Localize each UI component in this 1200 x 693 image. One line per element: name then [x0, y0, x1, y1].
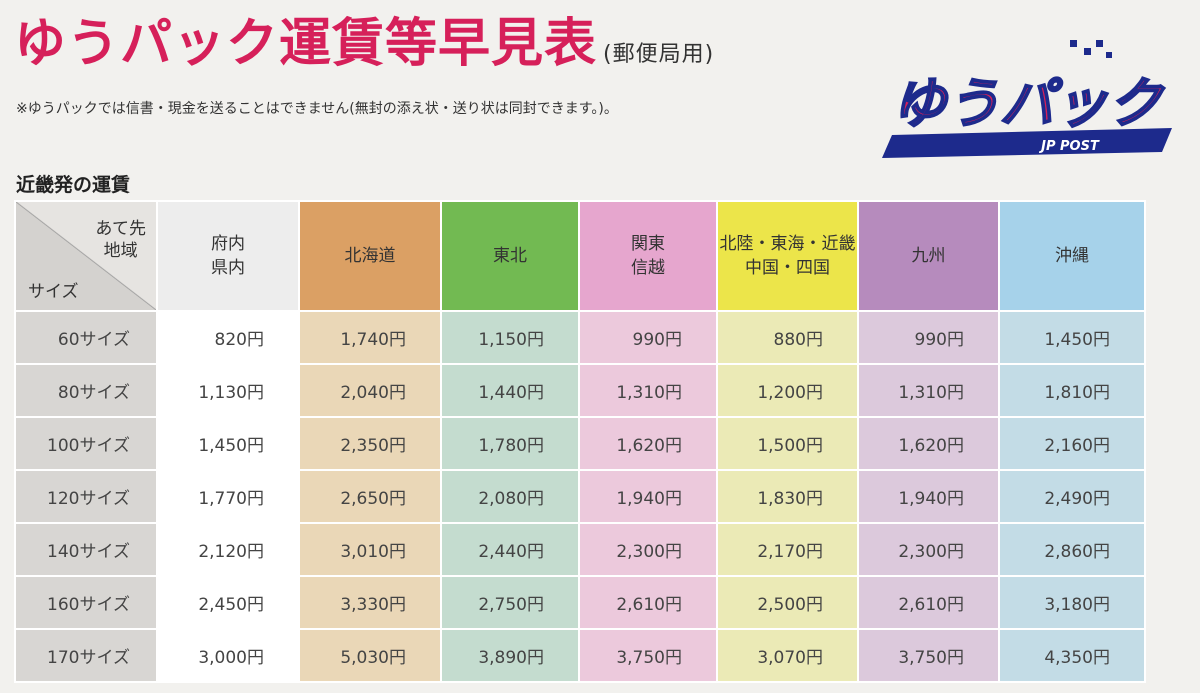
- price-cell: 2,610円: [857, 575, 1000, 630]
- price-cell: 2,080円: [440, 469, 580, 524]
- table-row: 80サイズ 1,130円 2,040円 1,440円 1,310円 1,200円 1,310…: [14, 363, 1146, 418]
- price-cell: 2,500円: [716, 575, 859, 630]
- region-name: 府内: [211, 234, 245, 254]
- corner-destination-line2: 地域: [103, 241, 138, 261]
- table-row: 170サイズ 3,000円 5,030円 3,890円 3,750円 3,070円 3,75…: [14, 628, 1146, 683]
- price-cell: 1,500円: [716, 416, 859, 471]
- price-cell: 3,750円: [578, 628, 718, 683]
- price-cell: 1,940円: [857, 469, 1000, 524]
- table-row: 100サイズ 1,450円 2,350円 1,780円 1,620円 1,500円 1,62…: [14, 416, 1146, 471]
- page-title: ゆうパック運賃等早見表 (郵便局用): [14, 14, 714, 85]
- price-cell: 2,450円: [156, 575, 300, 630]
- price-cell: 1,810円: [998, 363, 1146, 418]
- size-cell: 170サイズ: [14, 628, 158, 683]
- price-cell: 1,740円: [298, 310, 442, 365]
- corner-destination-line1: あて先: [95, 219, 146, 239]
- region-name: 北陸・東海・近畿: [719, 234, 856, 254]
- price-cell: 1,940円: [578, 469, 718, 524]
- price-cell: 1,150円: [440, 310, 580, 365]
- size-cell: 80サイズ: [14, 363, 158, 418]
- table-row: 120サイズ 1,770円 2,650円 2,080円 1,940円 1,830円 1,94…: [14, 469, 1146, 524]
- price-cell: 3,750円: [857, 628, 1000, 683]
- price-cell: 2,160円: [998, 416, 1146, 471]
- price-cell: 1,450円: [156, 416, 300, 471]
- price-cell: 1,770円: [156, 469, 300, 524]
- price-cell: 5,030円: [298, 628, 442, 683]
- price-cell: 2,490円: [998, 469, 1146, 524]
- region-header: 九州: [857, 200, 1000, 312]
- size-cell: 160サイズ: [14, 575, 158, 630]
- price-cell: 3,010円: [298, 522, 442, 577]
- region-name-line2: 信越: [631, 258, 665, 278]
- price-cell: 2,170円: [716, 522, 859, 577]
- price-cell: 1,450円: [998, 310, 1146, 365]
- price-cell: 3,070円: [716, 628, 859, 683]
- price-cell: 2,860円: [998, 522, 1146, 577]
- region-header: 北海道: [298, 200, 442, 312]
- price-cell: 1,310円: [857, 363, 1000, 418]
- price-cell: 2,300円: [578, 522, 718, 577]
- price-cell: 1,780円: [440, 416, 580, 471]
- notice-text: ※ゆうパックでは信書・現金を送ることはできません(無封の添え状・送り状は同封でき…: [16, 101, 618, 117]
- price-cell: 2,750円: [440, 575, 580, 630]
- table-row: 160サイズ 2,450円 3,330円 2,750円 2,610円 2,500円 2,61…: [14, 575, 1146, 630]
- price-cell: 1,310円: [578, 363, 718, 418]
- region-name-line2: 中国・四国: [745, 258, 830, 278]
- region-name: 沖縄: [1055, 246, 1089, 266]
- region-name-line2: 県内: [211, 258, 245, 278]
- price-cell: 1,620円: [857, 416, 1000, 471]
- price-cell: 2,610円: [578, 575, 718, 630]
- region-header: 北陸・東海・近畿 中国・四国: [716, 200, 859, 312]
- rate-table: あて先 地域 サイズ 府内 県内 北海道 東北 関東 信越 北陸・東海・近畿 中国・四国 九州沖…: [14, 200, 1146, 683]
- price-cell: 4,350円: [998, 628, 1146, 683]
- logo-swoosh: [882, 128, 1172, 158]
- price-cell: 1,440円: [440, 363, 580, 418]
- price-cell: 820円: [156, 310, 300, 365]
- price-cell: 1,620円: [578, 416, 718, 471]
- region-header: 東北: [440, 200, 580, 312]
- size-cell: 140サイズ: [14, 522, 158, 577]
- price-cell: 990円: [857, 310, 1000, 365]
- region-header: 沖縄: [998, 200, 1146, 312]
- price-cell: 990円: [578, 310, 718, 365]
- section-title: 近畿発の運賃: [16, 174, 131, 196]
- price-cell: 1,130円: [156, 363, 300, 418]
- price-cell: 2,040円: [298, 363, 442, 418]
- logo-text: ゆうパック: [892, 72, 1165, 135]
- header-row: あて先 地域 サイズ 府内 県内 北海道 東北 関東 信越 北陸・東海・近畿 中国・四国 九州沖…: [14, 200, 1146, 312]
- price-cell: 2,350円: [298, 416, 442, 471]
- region-name: 東北: [493, 246, 527, 266]
- price-cell: 3,180円: [998, 575, 1146, 630]
- price-cell: 2,120円: [156, 522, 300, 577]
- region-header: 府内 県内: [156, 200, 300, 312]
- price-cell: 3,000円: [156, 628, 300, 683]
- size-cell: 100サイズ: [14, 416, 158, 471]
- price-cell: 1,200円: [716, 363, 859, 418]
- price-cell: 880円: [716, 310, 859, 365]
- price-cell: 2,440円: [440, 522, 580, 577]
- corner-destination-label: あて先 地域: [95, 218, 146, 262]
- region-name: 北海道: [344, 246, 396, 266]
- page-title-text: ゆうパック運賃等早見表: [14, 14, 598, 74]
- page-title-suffix: (郵便局用): [603, 42, 715, 67]
- size-cell: 120サイズ: [14, 469, 158, 524]
- table-row: 60サイズ 820円 1,740円 1,150円 990円 880円 990円 1,450円: [14, 310, 1146, 365]
- price-cell: 3,330円: [298, 575, 442, 630]
- corner-cell: あて先 地域 サイズ: [14, 200, 158, 312]
- price-cell: 2,650円: [298, 469, 442, 524]
- logo-subtext: JP POST: [1038, 139, 1100, 154]
- price-cell: 2,300円: [857, 522, 1000, 577]
- price-cell: 3,890円: [440, 628, 580, 683]
- corner-size-label: サイズ: [28, 282, 79, 302]
- size-cell: 60サイズ: [14, 310, 158, 365]
- region-name: 関東: [631, 234, 665, 254]
- region-header: 関東 信越: [578, 200, 718, 312]
- table-row: 140サイズ 2,120円 3,010円 2,440円 2,300円 2,170円 2,30…: [14, 522, 1146, 577]
- region-name: 九州: [911, 246, 946, 266]
- yupack-logo: ゆうパック JP POST: [882, 40, 1172, 158]
- price-cell: 1,830円: [716, 469, 859, 524]
